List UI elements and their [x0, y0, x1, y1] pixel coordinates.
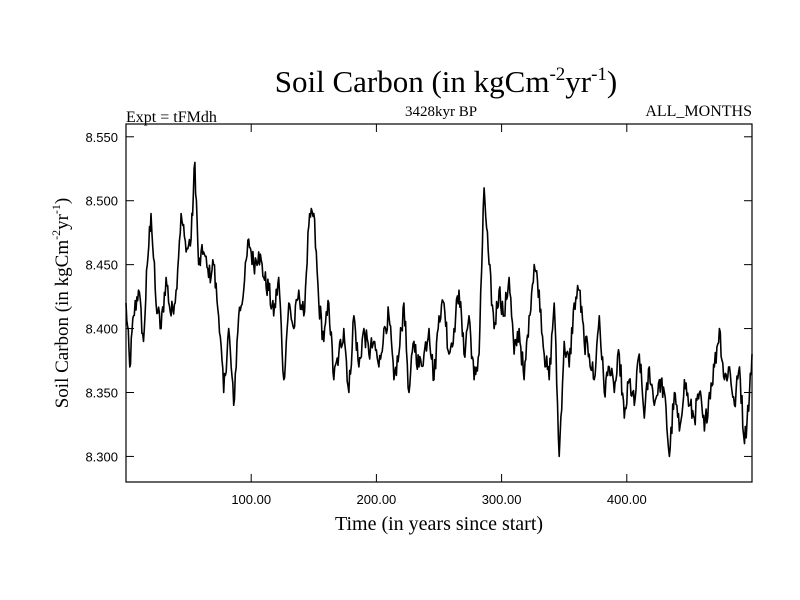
- x-tick-label: 400.00: [607, 492, 647, 507]
- soil-carbon-series-line: [125, 161, 753, 458]
- x-tick-label: 100.00: [231, 492, 271, 507]
- y-axis-label: Soil Carbon (in kgCm-2yr-1): [49, 198, 73, 409]
- y-tick-label: 8.400: [85, 322, 118, 337]
- y-tick-label: 8.450: [85, 258, 118, 273]
- x-tick-label: 300.00: [482, 492, 522, 507]
- y-tick-label: 8.350: [85, 386, 118, 401]
- chart-subtitle: 3428kyr BP: [405, 104, 477, 120]
- y-tick-label: 8.300: [85, 449, 118, 464]
- y-axis: 8.300 8.350 8.400 8.450 8.500 8.550: [85, 130, 752, 464]
- x-axis: 100.00 200.00 300.00 400.00: [231, 124, 647, 507]
- y-tick-label: 8.550: [85, 130, 118, 145]
- experiment-label: Expt = tFMdh: [126, 109, 217, 126]
- x-axis-label: Time (in years since start): [335, 513, 543, 535]
- plot-frame: [125, 123, 753, 483]
- y-tick-label: 8.500: [85, 194, 118, 209]
- chart-title: Soil Carbon (in kgCm-2yr-1): [275, 64, 618, 99]
- months-label: ALL_MONTHS: [645, 103, 752, 120]
- x-tick-label: 200.00: [357, 492, 397, 507]
